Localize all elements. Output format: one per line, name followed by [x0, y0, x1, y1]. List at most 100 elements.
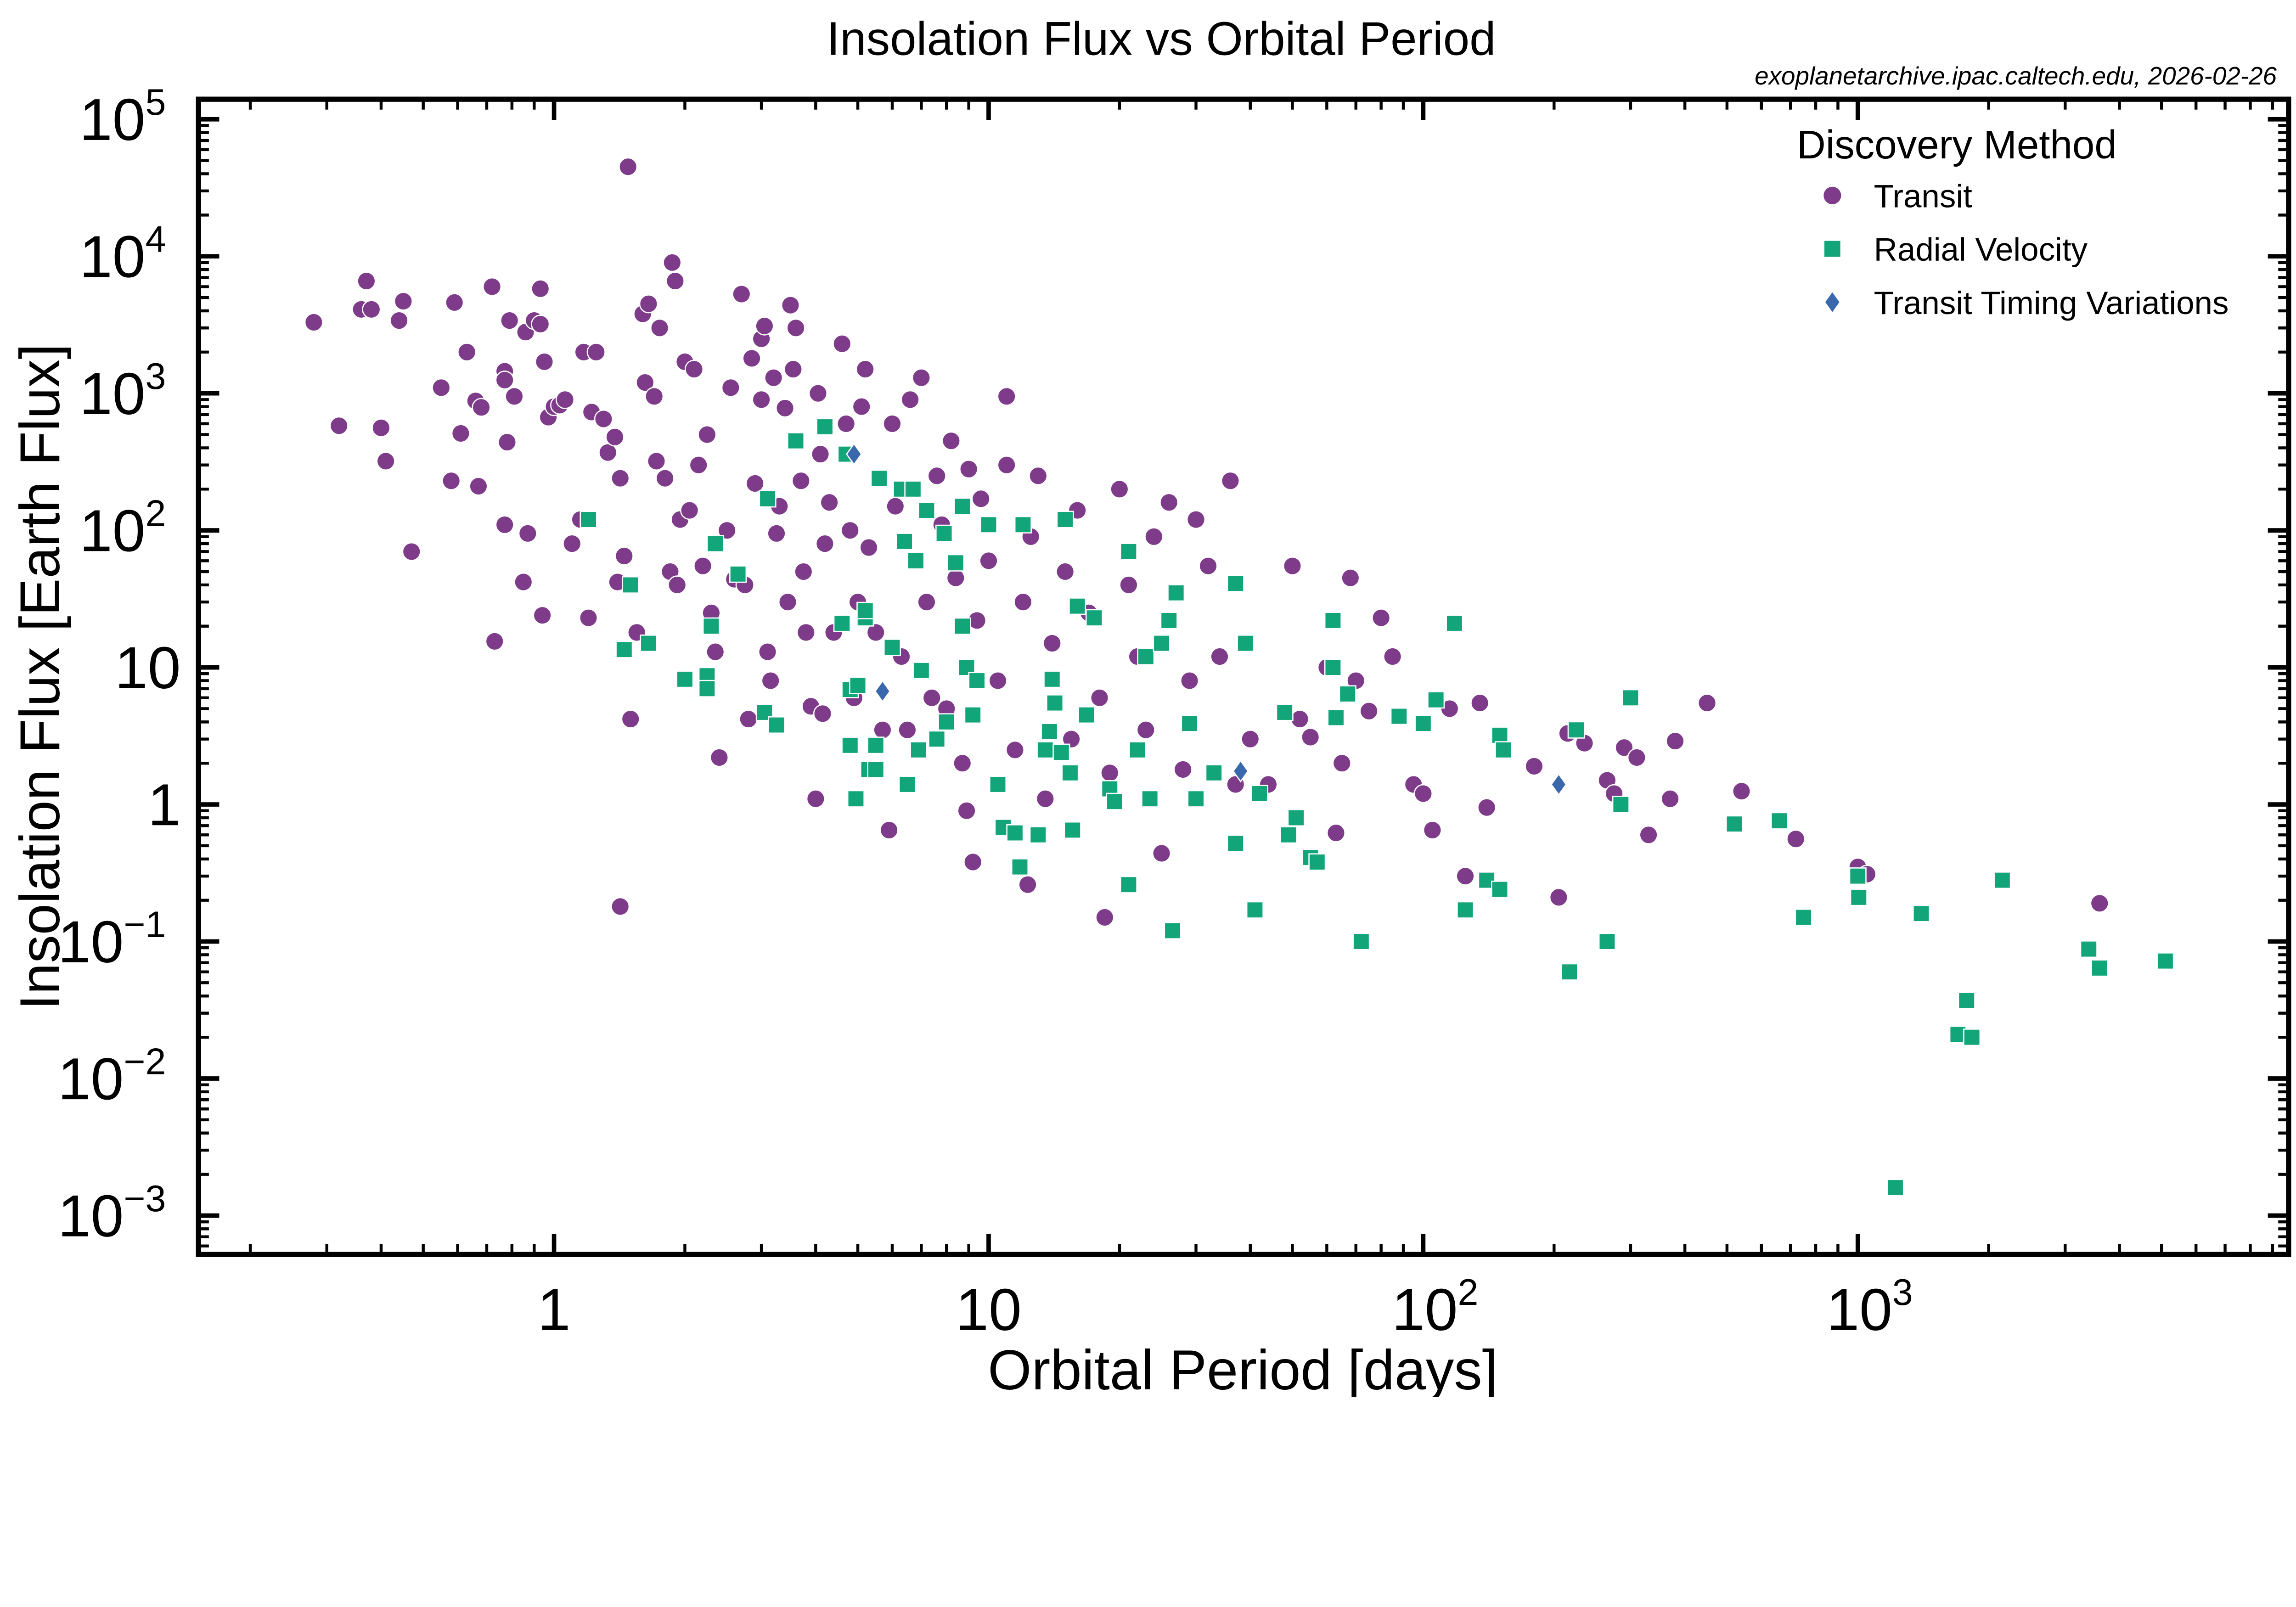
radial-velocity-point [907, 552, 925, 570]
radial-velocity-point [1495, 741, 1513, 759]
radial-velocity-point [1137, 647, 1155, 666]
radial-velocity-point [1120, 876, 1137, 893]
x-axis-label: Orbital Period [days] [988, 1338, 1498, 1398]
transit-point [445, 293, 464, 312]
transit-point [684, 360, 704, 379]
radial-velocity-point [1052, 743, 1070, 761]
transit-point [1666, 731, 1685, 751]
radial-velocity-point [904, 480, 922, 498]
transit-point [442, 471, 461, 490]
transit-point [957, 801, 976, 820]
transit-point [668, 575, 687, 595]
plot-frame [196, 96, 2291, 1257]
transit-point [1283, 556, 1302, 576]
transit-point [755, 316, 774, 336]
radial-velocity-point [1014, 516, 1032, 534]
radial-velocity-point [1280, 826, 1298, 844]
radial-velocity-point [1795, 908, 1812, 927]
transit-point [866, 623, 885, 642]
radial-velocity-point [1056, 511, 1074, 528]
transit-point [1029, 466, 1048, 486]
transit-point [927, 466, 946, 486]
transit-point [717, 521, 737, 540]
radial-velocity-point [1491, 726, 1509, 744]
radial-velocity-point [895, 533, 913, 551]
transit-point [1018, 875, 1037, 894]
radial-velocity-point [1237, 635, 1255, 652]
radial-velocity-point [1120, 543, 1137, 561]
transit-point [758, 642, 777, 662]
radial-velocity-point [841, 736, 859, 754]
transit-point [767, 524, 786, 543]
transit-point [852, 397, 871, 416]
transit-point [495, 371, 514, 390]
radial-velocity-point [767, 716, 786, 734]
radial-velocity-point [870, 469, 888, 487]
transit-point [873, 720, 892, 740]
transit-point [636, 373, 655, 392]
transit-point [535, 352, 554, 371]
radial-velocity-point [917, 501, 935, 519]
transit-point [855, 360, 875, 379]
radial-velocity-point [1457, 901, 1474, 919]
radial-velocity-point [1414, 714, 1432, 732]
transit-point [2090, 893, 2109, 913]
y-tick-label: 10−3 [58, 1178, 166, 1249]
transit-point [1186, 510, 1206, 529]
transit-point [859, 538, 878, 557]
transit-point [497, 433, 517, 452]
radial-velocity-point [1106, 792, 1124, 810]
transit-point [941, 431, 961, 450]
transit-timing-variations-point [1232, 759, 1249, 783]
radial-velocity-point [1287, 809, 1305, 827]
legend-marker-radial-velocity [1823, 240, 1842, 258]
radial-velocity-point [1598, 933, 1616, 950]
radial-velocity-point [883, 638, 901, 657]
legend-marker-transit [1822, 185, 1842, 206]
legend-label-transit: Transit [1874, 179, 1972, 215]
transit-point [739, 709, 758, 729]
radial-velocity-point [847, 790, 865, 808]
radial-velocity-point [1036, 741, 1054, 759]
radial-velocity-point [1446, 614, 1463, 632]
transit-point [1413, 784, 1433, 804]
x-tick-label: 102 [1392, 1272, 1478, 1343]
transit-point [579, 608, 598, 628]
y-tick-label: 1 [148, 772, 181, 838]
transit-point [698, 425, 717, 444]
transit-point [1152, 843, 1171, 863]
radial-velocity-point [928, 730, 946, 748]
radial-velocity-point [640, 635, 658, 652]
transit-point [611, 897, 630, 916]
transit-point [775, 399, 795, 418]
radial-velocity-point [2091, 959, 2109, 977]
x-tick-labels: 1 10 102 103 [538, 1272, 1913, 1343]
radial-velocity-point [1849, 867, 1867, 885]
axis-ticks [198, 99, 2289, 1255]
transit-point [886, 496, 905, 516]
radial-velocity-point [676, 670, 694, 688]
transit-point [605, 427, 625, 447]
transit-point [1660, 789, 1680, 809]
radial-velocity-point [1324, 658, 1342, 676]
transit-point [1332, 753, 1351, 773]
transit-point [709, 748, 729, 767]
transit-point [1035, 789, 1055, 809]
transit-point [997, 387, 1016, 406]
transit-point [451, 424, 471, 443]
transit-point [1241, 730, 1260, 749]
transit-point [1301, 727, 1320, 747]
transit-point [1456, 866, 1475, 886]
radial-velocity-point [1064, 821, 1081, 839]
transit-point [1290, 709, 1310, 729]
transit-point [1383, 647, 1402, 666]
transit-point [781, 295, 800, 315]
transit-point [389, 311, 409, 330]
transit-point [1549, 888, 1569, 907]
radial-velocity-point [1167, 584, 1185, 602]
radial-velocity-point [1187, 790, 1205, 808]
transit-point [1119, 575, 1138, 595]
transit-point [946, 568, 965, 588]
radial-velocity-point [938, 713, 956, 731]
